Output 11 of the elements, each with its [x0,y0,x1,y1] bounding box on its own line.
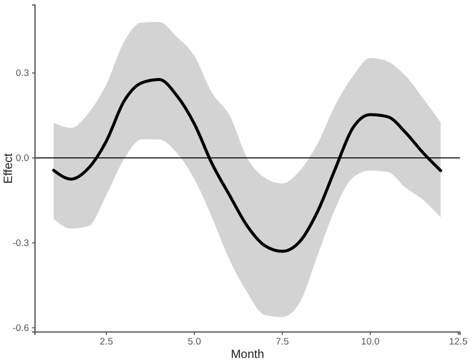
x-tick-label: 5.0 [188,336,201,348]
y-tick-label: -0.3 [12,238,29,249]
y-tick-label: 0.3 [16,68,29,79]
y-tick-label: 0.0 [16,152,29,164]
x-axis-title: Month [230,347,264,361]
x-tick-label: 10.0 [361,336,380,348]
x-tick-label: 7.5 [276,336,289,348]
y-axis-title: Effect [1,152,15,184]
y-tick-label: -0.6 [12,322,29,334]
x-tick-label: 12.5 [448,336,468,348]
x-tick-label: 2.5 [100,336,114,348]
